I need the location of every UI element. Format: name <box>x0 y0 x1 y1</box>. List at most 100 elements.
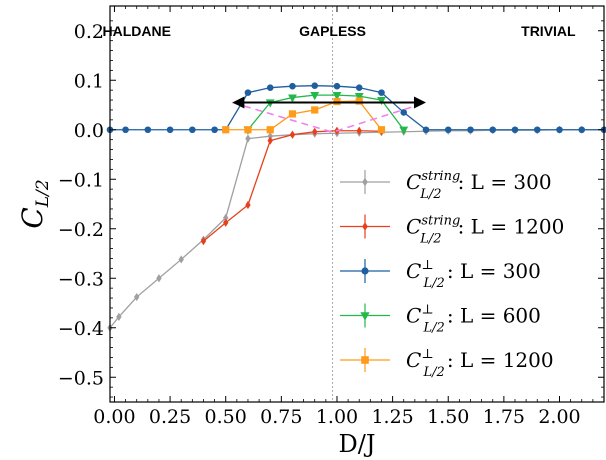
plot-area <box>110 6 604 402</box>
dashed-guide-0 <box>232 101 427 134</box>
data-point <box>377 96 386 106</box>
region-label: HALDANE <box>102 23 170 39</box>
series-line-2 <box>110 85 604 131</box>
legend-label-sub: L/2 <box>419 232 441 247</box>
legend-label-size: : L = 1200 <box>458 215 565 239</box>
data-point <box>245 200 251 210</box>
legend-marker <box>362 177 368 187</box>
legend-label-main: C <box>406 348 421 372</box>
legend-marker <box>361 267 369 275</box>
series-2 <box>106 82 606 134</box>
data-point <box>267 136 273 145</box>
data-point <box>354 92 364 102</box>
data-point <box>444 126 452 134</box>
legend-label-sub: L/2 <box>423 276 445 291</box>
x-tick-label: 1.25 <box>371 406 413 428</box>
data-point <box>289 130 296 139</box>
legend-entry-2: C⊥ L/2: L = 300 <box>340 258 541 291</box>
legend-label-main: C <box>406 215 421 239</box>
plot-frame <box>109 5 605 403</box>
legend-label-sub: L/2 <box>419 187 441 202</box>
data-point <box>244 126 252 134</box>
data-point <box>223 213 229 222</box>
legend-entry-1: Cstring L/2 : L = 1200 <box>340 214 564 247</box>
data-point <box>467 126 474 134</box>
legend-label-size: : L = 300 <box>458 170 552 194</box>
data-point <box>156 274 162 283</box>
data-point <box>333 82 341 90</box>
data-point <box>222 126 230 134</box>
data-point <box>399 126 409 135</box>
gapless-arrow-right-head <box>413 96 426 109</box>
annotations: HALDANE GAPLESS TRIVIAL <box>102 23 576 134</box>
legend-label-main: C <box>406 170 421 194</box>
data-point <box>511 126 519 134</box>
region-label: GAPLESS <box>299 23 366 39</box>
legend-label-sub: L/2 <box>423 365 445 380</box>
data-point <box>288 94 297 103</box>
data-point <box>489 126 497 134</box>
data-point <box>211 126 218 134</box>
data-point <box>134 292 140 302</box>
x-tick-label: 1.75 <box>483 406 525 428</box>
x-tick-label: 2.00 <box>538 406 580 428</box>
y-axis-label-main: C <box>16 207 49 228</box>
legend-label-sup: ⊥ <box>421 347 433 362</box>
data-point <box>223 218 229 227</box>
data-point <box>422 126 430 134</box>
legend-label-main: C <box>406 304 421 328</box>
x-tick-label: 0.75 <box>260 406 302 428</box>
data-point <box>289 82 296 90</box>
data-point <box>266 84 274 91</box>
legend-label-sup: string <box>421 169 460 184</box>
data-point <box>166 126 174 134</box>
y-tick-label: 0.2 <box>74 21 104 43</box>
legend-label-sup: string <box>421 214 460 229</box>
data-point <box>311 106 319 114</box>
data-point <box>355 84 363 91</box>
data-point <box>312 127 318 136</box>
y-tick-label: −0.1 <box>58 169 104 191</box>
x-tick-label: 0.25 <box>149 406 191 428</box>
legend-label-sup: ⊥ <box>421 258 433 273</box>
legend-label-size: : L = 300 <box>447 259 541 283</box>
legend-label: Cstring L/2 : L = 1200 <box>406 214 564 247</box>
x-tick-label: 0.50 <box>205 406 247 428</box>
gapless-arrow-left-head <box>232 96 245 109</box>
y-tick-label: 0.0 <box>74 120 104 142</box>
data-point <box>310 92 320 101</box>
legend-label: C⊥ L/2: L = 300 <box>406 258 541 291</box>
legend-label-size: : L = 600 <box>447 304 541 328</box>
legend-entry-4: C⊥ L/2: L = 1200 <box>340 347 554 380</box>
data-point <box>556 126 563 134</box>
data-point <box>311 82 319 89</box>
legend-label: C⊥ L/2: L = 1200 <box>406 347 554 380</box>
data-point <box>533 126 541 134</box>
data-point <box>355 97 363 105</box>
legend-label-sub: L/2 <box>423 321 445 336</box>
x-tick-label: 1.50 <box>427 406 469 428</box>
x-tick-label: 1.00 <box>316 406 358 428</box>
data-point <box>578 126 586 134</box>
legend-entry-0: Cstring L/2 : L = 300 <box>340 169 552 202</box>
data-point <box>332 92 342 101</box>
data-point <box>267 132 273 141</box>
data-point <box>377 126 386 134</box>
data-point <box>144 126 152 134</box>
data-point <box>178 255 184 264</box>
y-tick-label: −0.3 <box>58 268 104 290</box>
plot-background <box>110 6 604 402</box>
data-point <box>200 237 207 246</box>
data-point <box>245 134 251 143</box>
y-tick-label: −0.2 <box>58 219 104 241</box>
legend-label-sup: ⊥ <box>421 303 433 318</box>
data-point <box>288 110 297 118</box>
x-axis-label: D/J <box>339 430 376 458</box>
data-point <box>356 126 362 135</box>
region-label: TRIVIAL <box>521 23 576 39</box>
data-point <box>400 109 408 116</box>
legend-label-size: : L = 1200 <box>447 348 554 372</box>
y-axis-label: CL/2 <box>16 179 53 228</box>
legend-label: C⊥ L/2: L = 600 <box>406 303 541 336</box>
